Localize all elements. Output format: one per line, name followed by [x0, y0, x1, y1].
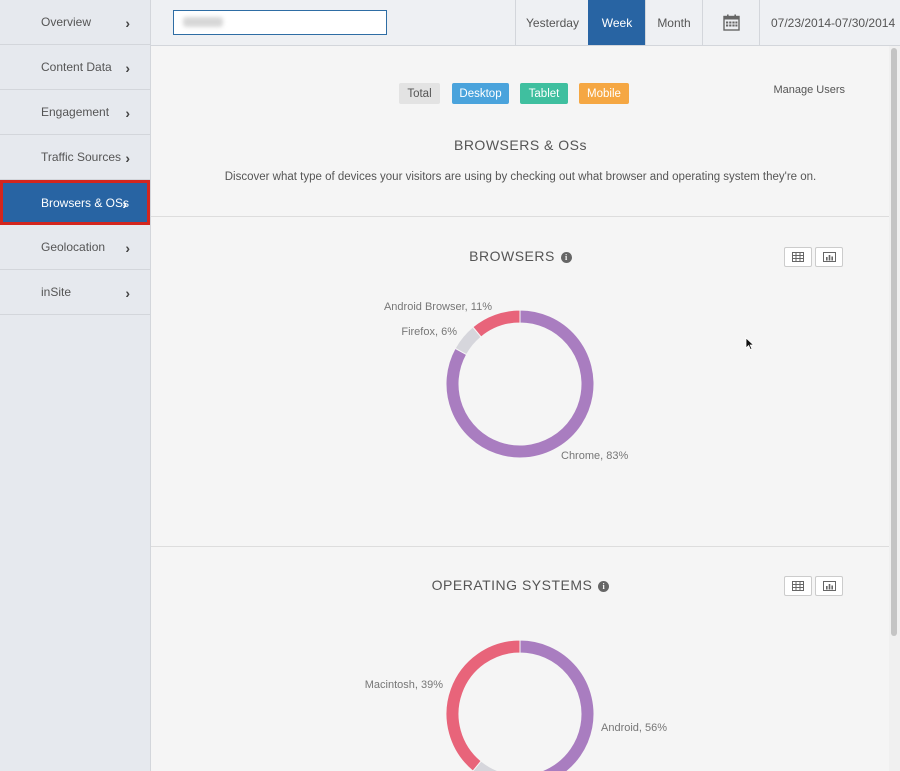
sidebar-item-label: Traffic Sources: [41, 150, 122, 164]
info-icon[interactable]: i: [598, 581, 610, 592]
filter-total-button[interactable]: Total: [399, 83, 440, 104]
chevron-right-icon: ›: [125, 149, 130, 166]
operating-systems-title-text: OPERATING SYSTEMS: [431, 577, 593, 593]
sidebar-item-geolocation[interactable]: Geolocation ›: [0, 225, 150, 270]
sidebar-item-label: Engagement: [41, 105, 110, 119]
chevron-right-icon: ›: [125, 104, 130, 121]
bar-chart-icon: [822, 252, 836, 262]
operating-systems-donut-chart: Android, 56% Macintosh, 39%: [365, 639, 667, 771]
donut-label-android: Android, 56%: [601, 722, 667, 734]
sidebar-item-label: inSite: [41, 285, 72, 299]
sidebar-item-traffic-sources[interactable]: Traffic Sources ›: [0, 135, 150, 180]
table-icon: [792, 252, 804, 262]
sidebar-item-label: Geolocation: [41, 240, 106, 254]
manage-users-link[interactable]: Manage Users: [773, 84, 845, 96]
donut-label-android-browser: Android Browser, 11%: [384, 301, 492, 313]
mouse-cursor-icon: [745, 337, 755, 351]
page-description: Discover what type of devices your visit…: [224, 171, 817, 183]
filter-tablet-button[interactable]: Tablet: [520, 83, 568, 104]
sidebar-item-browsers-oss[interactable]: Browsers & OSs ›: [0, 180, 150, 225]
search-value-redacted: [183, 17, 223, 27]
range-yesterday-button[interactable]: Yesterday: [515, 0, 589, 45]
sidebar-item-content-data[interactable]: Content Data ›: [0, 45, 150, 90]
range-month-button[interactable]: Month: [645, 0, 702, 45]
sidebar-item-insite[interactable]: inSite ›: [0, 270, 150, 315]
donut-slice-chrome[interactable]: [445, 309, 595, 459]
sidebar-item-label: Overview: [41, 15, 92, 29]
calendar-icon: [722, 14, 740, 31]
section-divider: [151, 546, 890, 547]
donut-slice-macintosh[interactable]: [445, 639, 521, 771]
chevron-right-icon: ›: [125, 239, 130, 256]
page-title: BROWSERS & OSs: [453, 137, 588, 153]
chevron-right-icon: ›: [125, 59, 130, 76]
browsers-title: BROWSERS i: [151, 248, 890, 264]
table-icon: [792, 581, 804, 591]
bar-chart-icon: [822, 581, 836, 591]
browsers-donut-chart: Chrome, 83% Firefox, 6% Android Browser, 1…: [384, 301, 629, 462]
browsers-title-text: BROWSERS: [469, 248, 555, 264]
chevron-right-icon: ›: [125, 14, 130, 31]
sidebar-item-overview[interactable]: Overview ›: [0, 0, 150, 45]
donut-slice-android[interactable]: [493, 639, 595, 771]
range-week-button[interactable]: Week: [588, 0, 645, 45]
filter-desktop-button[interactable]: Desktop: [452, 83, 509, 104]
sidebar: Overview › Content Data › Engagement › T…: [0, 0, 151, 771]
sidebar-item-label: Browsers & OSs: [41, 195, 130, 210]
info-icon[interactable]: i: [560, 252, 572, 263]
calendar-button[interactable]: [702, 0, 759, 45]
scrollbar-thumb[interactable]: [891, 48, 897, 636]
table-view-button[interactable]: [784, 247, 812, 267]
top-bar: Yesterday Week Month 07/23/2014-07/30/20…: [151, 0, 900, 46]
donut-slice-android-browser[interactable]: [472, 309, 521, 338]
chart-view-button[interactable]: [815, 576, 843, 596]
search-input[interactable]: [173, 10, 387, 35]
chevron-right-icon: ›: [125, 284, 130, 301]
donut-label-macintosh: Macintosh, 39%: [365, 679, 443, 691]
chart-view-button[interactable]: [815, 247, 843, 267]
filter-mobile-button[interactable]: Mobile: [579, 83, 629, 104]
table-view-button[interactable]: [784, 576, 812, 596]
section-divider: [151, 216, 890, 217]
sidebar-item-engagement[interactable]: Engagement ›: [0, 90, 150, 135]
date-range-display[interactable]: 07/23/2014-07/30/2014: [759, 0, 900, 45]
donut-label-firefox: Firefox, 6%: [401, 326, 457, 338]
chevron-right-icon: ›: [122, 195, 127, 212]
donut-label-chrome: Chrome, 83%: [561, 450, 628, 462]
sidebar-item-label: Content Data: [41, 60, 112, 74]
operating-systems-title: OPERATING SYSTEMS i: [151, 577, 890, 593]
main-content: Total Desktop Tablet Mobile Manage Users…: [151, 46, 890, 771]
